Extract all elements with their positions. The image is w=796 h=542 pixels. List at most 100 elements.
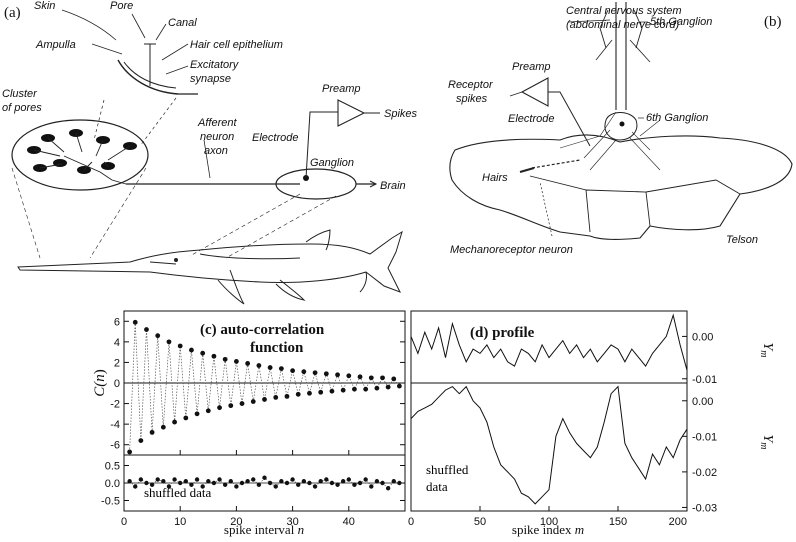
panel-c-ylabel: C(n) [92,369,108,397]
panel-d-inset-label-1: shuffled [426,462,469,477]
y-tick-label: -0.02 [692,467,717,479]
electrode-tip-b [619,121,625,127]
panel-d-lower-ylabel: Ym [758,434,775,449]
panel-d-title: (d) profile [470,325,535,341]
shuffled-point [335,482,340,487]
shuffled-point [340,479,346,484]
nerve-cord [615,2,627,110]
autocorr-point [239,401,245,406]
shuffled-point [172,477,177,482]
mechano-leader [539,181,553,237]
panel-c: -6 -4 -2 0 2 4 6 -0.5 0.0 0.5 0 10 20 30 40 (c) auto-… [92,310,406,537]
shuffled-point [324,477,329,482]
panel-c-xlabel: spike interval n [224,522,304,537]
autocorr-point [166,339,172,345]
label-cluster-2: of pores [2,102,42,114]
shuffled-point [234,484,239,489]
label-ganglion6: 6th Ganglion [646,112,708,124]
autocorr-point [250,399,256,404]
autocorr-point [127,449,133,455]
shuffled-point [200,484,205,489]
shuffled-point [166,484,172,489]
autocorr-point [329,388,335,394]
shuffled-point [346,477,351,482]
ampulla-inner [123,61,177,89]
shuffled-point [312,484,318,489]
panel-c-inset-label: shuffled data [144,485,211,500]
shuffled-point [318,479,323,484]
shuffled-point [127,479,132,484]
shuffled-point [262,475,267,480]
cns-leader [567,19,611,23]
shuffled-point [206,479,211,484]
autocorr-point [278,366,284,371]
shuffled-point [397,480,402,486]
shuffled-point [279,479,284,484]
shuffled-point [374,479,380,484]
autocorr-point [323,371,329,377]
shuffled-point [239,480,245,486]
label-cns-2: (abdominal nerve cord) [566,19,679,31]
x-tick-label: 200 [669,516,687,528]
shuffled-point [352,482,357,487]
y-tick-label: -0.03 [692,502,717,514]
panel-d-xlabel: spike index m [512,522,584,537]
autocorr-point [335,372,340,378]
ganglion5-outline [599,9,643,49]
plot-d-lower-frame [410,382,688,512]
ampulla-outline [117,59,179,95]
zoom-fish-2 [89,167,147,259]
autocorr-point [132,319,138,325]
synapse-leader [165,65,189,75]
autocorr-point [284,393,290,399]
shuffled-point [380,480,385,486]
y-tick-label: 0 [114,378,120,390]
hairs-mark [519,167,535,173]
x-tick-label: 50 [474,516,486,528]
plot-d-lower: 0.00 -0.01 -0.02 -0.03 0 50 100 150 200 [408,385,717,528]
shuffled-point [329,480,335,486]
label-ampulla: Ampulla [35,39,76,51]
shuffled-point [194,477,200,482]
y-tick-label: 2 [114,357,120,369]
plot-d-upper-frame [410,310,688,384]
shuffled-point [138,477,144,482]
shuffled-point [369,484,374,489]
label-receptor-2: spikes [456,93,488,105]
autocorr-point [307,390,312,396]
y-tick-label: 4 [114,337,120,349]
pore-leader [131,13,146,39]
shuffled-point [284,480,290,486]
shuffled-point [307,480,312,486]
autocorr-point [228,403,234,409]
autocorr-point [363,386,369,392]
label-excitatory-1: Excitatory [190,59,240,71]
autocorr-point [144,327,149,332]
shuffled-point [144,480,149,486]
autocorr-point [155,333,161,339]
label-preamp: Preamp [322,83,361,95]
autocorr-point [217,405,222,411]
x-tick-label: 0 [408,516,414,528]
autocorr-point [262,397,267,402]
y-tick-label: 0.00 [692,331,713,343]
label-electrode: Electrode [252,132,298,144]
panel-a: (a) Skin Pore Canal Ampulla Hair cell ep… [2,0,418,305]
autocorr-point [391,376,397,382]
autocorr-point [234,359,239,364]
label-hair-cell: Hair cell epithelium [190,39,283,51]
autocorr-point [149,429,155,435]
label-spikes: Spikes [384,108,418,120]
autocorr-point [245,361,251,366]
shuffled-point [149,482,155,487]
ganglion5-nerves [595,39,651,63]
shuffled-point [391,479,396,484]
autocorr-point [172,419,177,425]
shuffled-point [228,479,233,484]
zoom-fish-1 [11,167,41,259]
y-tick-label: 0.5 [105,461,120,473]
shuffled-point [178,480,183,486]
autocorr-point [312,370,318,376]
panel-b-letter: (b) [764,14,782,30]
